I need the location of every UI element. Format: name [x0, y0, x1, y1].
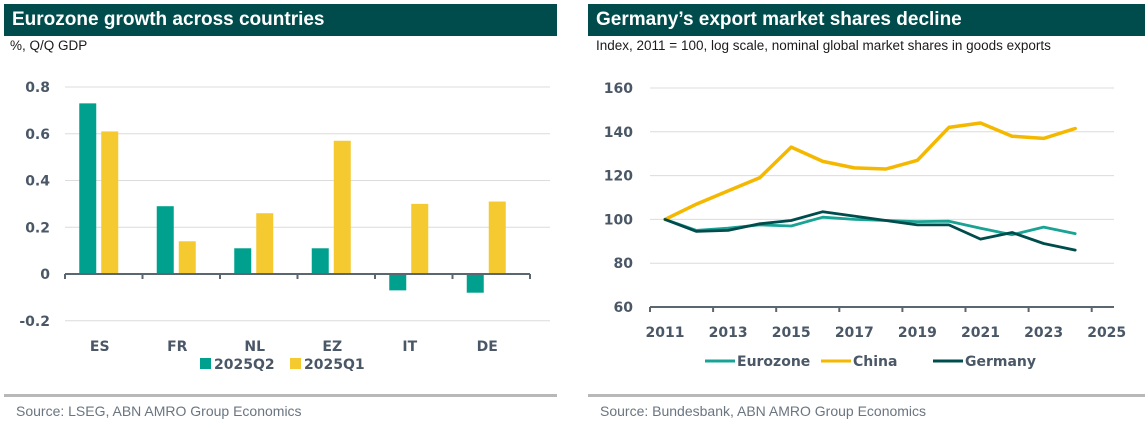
bar-2025q1-fr: [178, 241, 196, 274]
x-tick-label: NL: [244, 339, 265, 355]
x-tick-label: 2021: [961, 325, 1000, 341]
left-source: Source: LSEG, ABN AMRO Group Economics: [16, 403, 302, 419]
bar-2025q2-es: [79, 103, 97, 274]
legend-swatch-2025q2: [200, 358, 211, 369]
x-tick-label: EZ: [322, 339, 342, 355]
x-tick-label: ES: [90, 339, 110, 355]
line-chart: 60 80 100 120 140 160 2011 2013 2015 2017 2019 2021…: [604, 81, 1126, 370]
bar-2025q2-ez: [311, 248, 329, 274]
left-divider: [4, 394, 557, 397]
right-divider: [588, 394, 1145, 397]
y-tick-label: 0.4: [25, 174, 50, 190]
y-tick-label: 80: [614, 256, 634, 272]
left-chart-title: Eurozone growth across countries: [4, 4, 557, 36]
bar-2025q2-it: [389, 274, 407, 291]
x-tick-label: 2019: [898, 325, 937, 341]
x-tick-label: IT: [402, 339, 417, 355]
x-tick-label: FR: [167, 339, 188, 355]
bar-2025q1-it: [411, 203, 429, 274]
y-tick-label: 0.6: [25, 127, 50, 143]
right-chart-panel: Germany’s export market shares decline I…: [588, 0, 1145, 429]
left-chart-panel: Eurozone growth across countries %, Q/Q …: [4, 0, 557, 429]
right-chart-title: Germany’s export market shares decline: [588, 4, 1145, 36]
bar-2025q1-es: [101, 131, 119, 274]
legend-label-2025q1: 2025Q1: [304, 357, 365, 373]
y-tick-label: 160: [604, 81, 633, 97]
y-tick-label: 0: [40, 267, 50, 283]
bar-2025q2-de: [466, 274, 484, 293]
series-line-germany: [663, 210, 1077, 252]
x-tick-label: 2015: [772, 325, 811, 341]
bar-2025q1-ez: [333, 140, 351, 274]
y-tick-label: 140: [604, 125, 633, 141]
left-chart-subtitle: %, Q/Q GDP: [10, 38, 88, 53]
right-chart-subtitle: Index, 2011 = 100, log scale, nominal gl…: [596, 38, 1051, 53]
y-tick-label: 120: [604, 169, 633, 185]
y-tick-label: 100: [604, 212, 633, 228]
legend-label-germany: Germany: [965, 354, 1036, 370]
y-tick-label: 0.2: [25, 220, 50, 236]
right-source: Source: Bundesbank, ABN AMRO Group Econo…: [600, 403, 927, 419]
legend-label-china: China: [853, 354, 897, 370]
x-tick-label: 2023: [1024, 325, 1063, 341]
legend-swatch-2025q1: [290, 358, 301, 369]
x-tick-label: 2025: [1087, 325, 1126, 341]
bar-2025q2-fr: [156, 206, 174, 274]
y-tick-label: 60: [614, 300, 634, 316]
legend-label-eurozone: Eurozone: [737, 354, 810, 370]
legend-label-2025q2: 2025Q2: [214, 357, 275, 373]
x-tick-label: 2017: [835, 325, 874, 341]
x-tick-label: 2013: [709, 325, 748, 341]
bar-2025q1-nl: [256, 213, 274, 274]
bar-2025q1-de: [488, 201, 506, 274]
x-tick-label: 2011: [646, 325, 685, 341]
bar-chart: -0.2 0 0.2 0.4 0.6 0.8 ES FR NL EZ IT DE 2025Q2 2025Q…: [19, 80, 550, 373]
y-tick-label: -0.2: [19, 314, 50, 330]
series-line-china: [663, 121, 1077, 222]
x-tick-label: DE: [477, 339, 498, 355]
bar-2025q2-nl: [234, 248, 252, 274]
y-tick-label: 0.8: [25, 80, 50, 96]
